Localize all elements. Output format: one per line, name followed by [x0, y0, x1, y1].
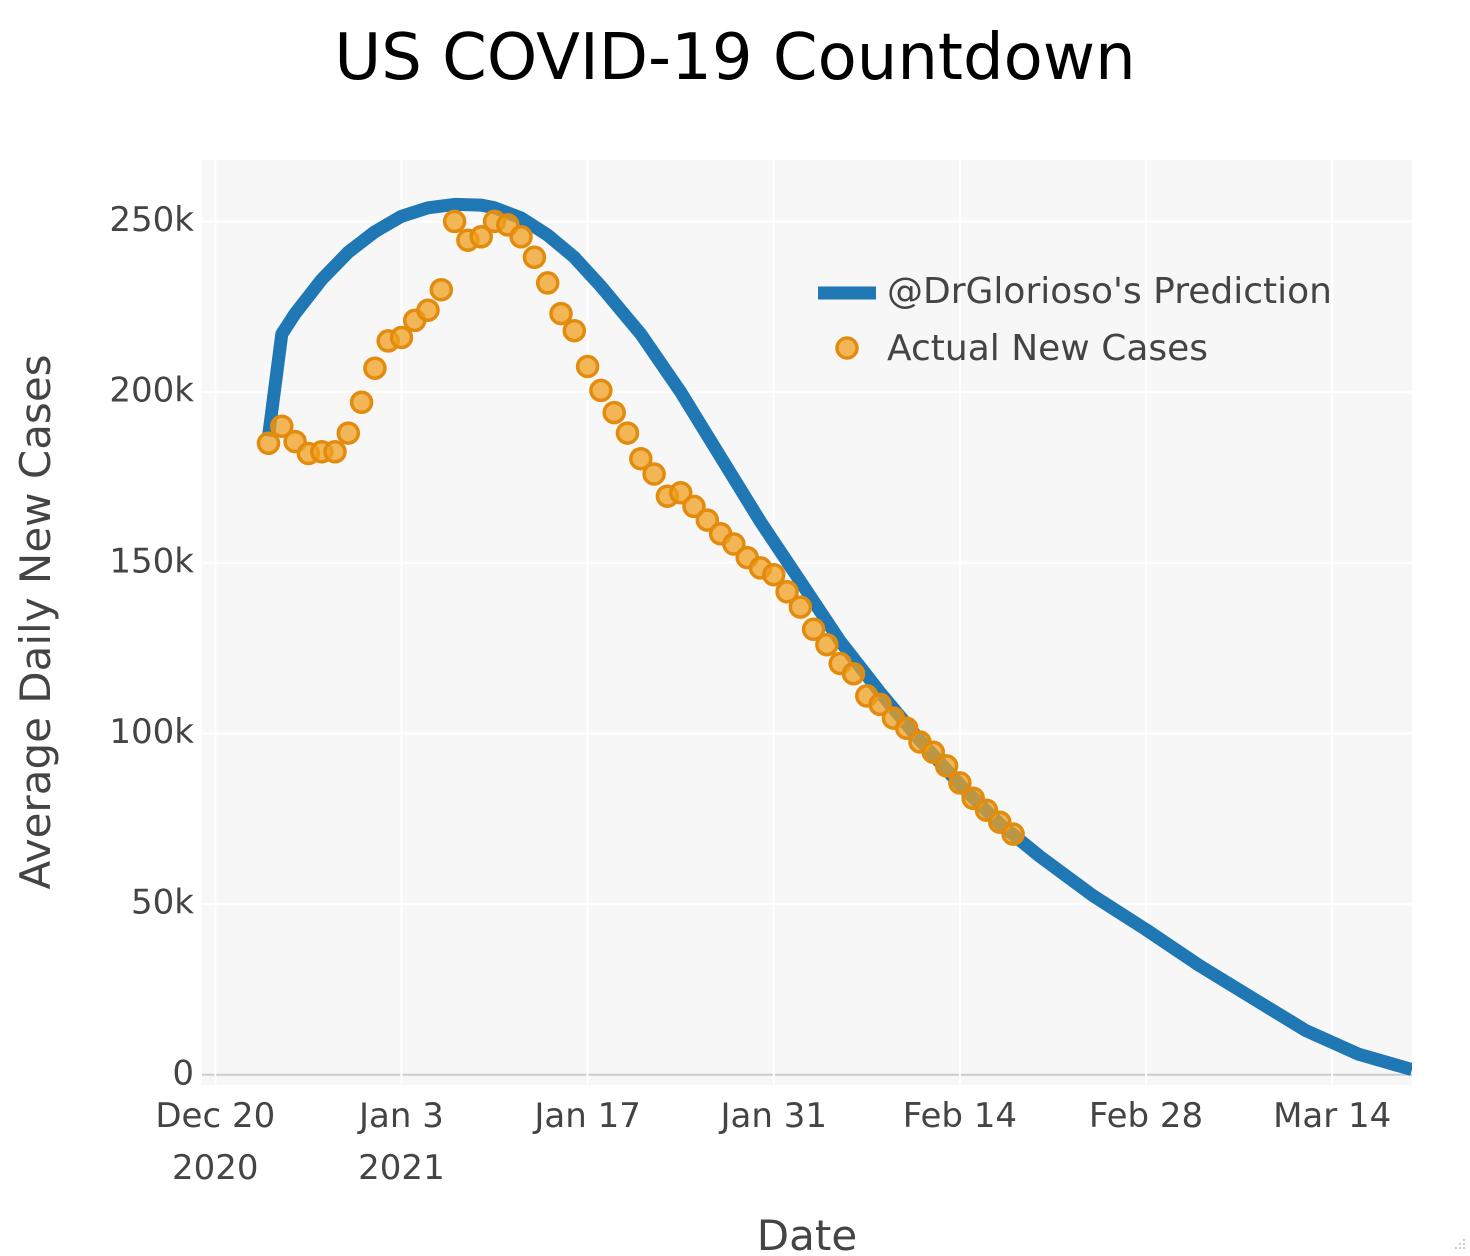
y-tick-label: 0: [172, 1053, 194, 1093]
y-axis-title: Average Daily New Cases: [11, 354, 60, 889]
actual-case-point: [1001, 822, 1025, 846]
actual-case-point: [270, 414, 294, 438]
actual-case-point: [868, 692, 892, 717]
actual-case-point: [615, 421, 640, 445]
prediction-line: [262, 197, 1412, 1076]
legend-swatch-actual: [835, 336, 859, 360]
actual-case-point: [642, 462, 666, 486]
actual-case-point: [775, 580, 799, 604]
actual-case-point: [948, 771, 972, 795]
x-tick-label: Jan 3: [357, 1096, 444, 1136]
x-tick-label: Jan 17: [532, 1096, 640, 1136]
actual-case-point: [668, 481, 693, 505]
x-tick-label: Dec 20: [155, 1096, 275, 1136]
x-tick-label: Feb 28: [1089, 1096, 1203, 1136]
actual-case-point: [815, 632, 839, 657]
actual-case-point: [323, 440, 347, 464]
x-tick-year-label: 2021: [358, 1148, 445, 1188]
chart-title: US COVID-19 Countdown: [334, 21, 1136, 95]
y-tick-label: 50k: [131, 883, 194, 923]
actual-case-point: [722, 532, 746, 556]
x-tick-label: Jan 31: [719, 1096, 827, 1136]
y-axis-ticks: 0 50k 100k 150k 200k 250k: [109, 200, 194, 1093]
x-tick-label: Feb 14: [903, 1096, 1017, 1136]
actual-case-point: [363, 356, 387, 380]
actual-case-point: [589, 378, 613, 403]
actual-case-point: [336, 421, 361, 445]
actual-case-point: [469, 225, 493, 249]
actual-case-point: [429, 277, 454, 302]
legend-label: Actual New Cases: [887, 328, 1208, 369]
legend-label: @DrGlorioso's Prediction: [887, 271, 1332, 312]
actual-case-point: [801, 617, 826, 642]
actual-case-point: [921, 740, 946, 764]
series-layer: [256, 197, 1412, 1076]
actual-case-point: [788, 595, 813, 619]
actual-case-point: [841, 661, 866, 686]
actual-case-point: [575, 354, 600, 379]
x-axis-ticks: Dec 20 2020 Jan 3 2021 Jan 17 Jan 31 Feb 14 Feb…: [155, 1096, 1391, 1188]
actual-case-point: [602, 400, 626, 425]
y-tick-label: 200k: [109, 371, 194, 411]
actual-case-point: [349, 390, 374, 415]
actual-case-point: [549, 301, 573, 326]
actual-case-point: [695, 508, 720, 532]
actual-case-point: [509, 225, 533, 249]
actual-case-point: [682, 494, 706, 519]
x-axis-title: Date: [757, 1211, 857, 1256]
actual-case-point: [535, 271, 560, 295]
actual-case-point: [762, 562, 786, 587]
actual-case-point: [629, 446, 653, 471]
actual-case-point: [256, 431, 281, 456]
actual-case-point: [389, 325, 414, 350]
x-tick-year-label: 2020: [172, 1148, 259, 1188]
actual-case-point: [442, 209, 467, 234]
y-tick-label: 100k: [109, 712, 194, 752]
y-tick-label: 150k: [109, 541, 194, 581]
actual-case-point: [894, 716, 919, 741]
actual-case-point: [562, 318, 587, 343]
legend[interactable]: @DrGlorioso's Prediction Actual New Cases: [818, 271, 1332, 369]
resize-grip-icon[interactable]: [1452, 1238, 1466, 1252]
actual-case-point: [416, 298, 440, 322]
x-tick-label: Mar 14: [1273, 1096, 1391, 1136]
y-tick-label: 250k: [109, 200, 194, 240]
actual-case-point: [934, 754, 959, 778]
actual-case-point: [522, 245, 547, 270]
